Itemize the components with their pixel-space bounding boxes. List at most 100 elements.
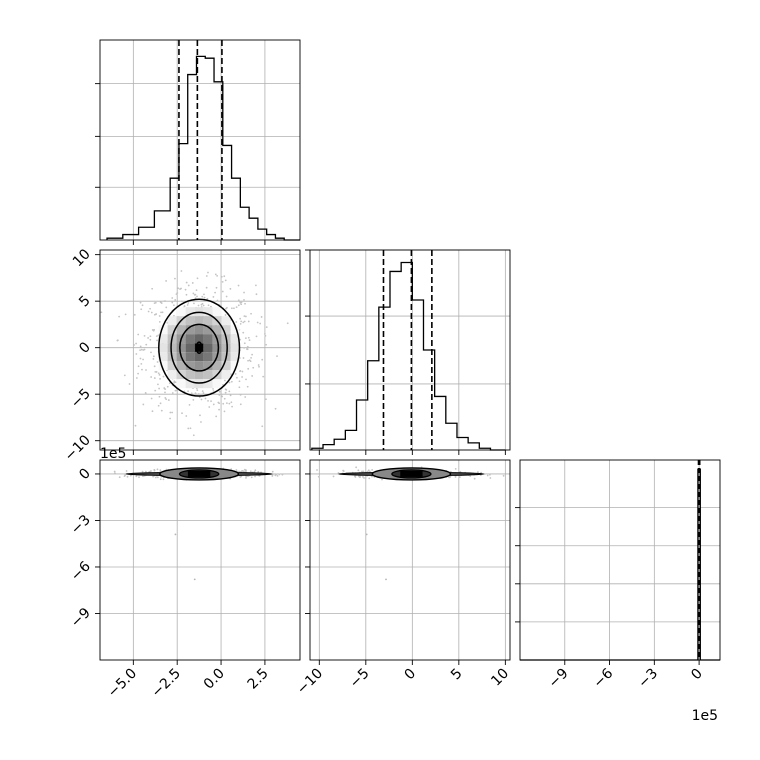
- scatter-point: [489, 477, 492, 479]
- scatter-point: [257, 364, 260, 366]
- scatter-point: [252, 366, 255, 369]
- scatter-point: [244, 396, 247, 398]
- scatter-point: [159, 478, 162, 481]
- scatter-point: [239, 322, 242, 325]
- scatter-point: [225, 307, 227, 310]
- scatter-point: [228, 390, 231, 393]
- density-cell: [212, 361, 222, 371]
- density-cell: [167, 325, 177, 335]
- density-cell: [158, 334, 168, 344]
- scatter-point: [367, 469, 370, 472]
- scatter-point: [202, 304, 205, 307]
- scatter-point: [250, 476, 253, 479]
- scatter-point: [274, 407, 277, 410]
- scatter-point: [145, 343, 148, 346]
- scatter-point: [147, 337, 150, 339]
- scatter-point: [150, 397, 153, 400]
- scatter-point: [265, 326, 268, 329]
- scatter-point: [261, 425, 264, 428]
- scatter-point: [207, 399, 209, 402]
- density-cell: [185, 334, 195, 344]
- scatter-point: [169, 417, 171, 420]
- scatter-point: [354, 476, 357, 478]
- scatter-point: [188, 403, 191, 406]
- scatter-point: [235, 306, 238, 308]
- scatter-point: [193, 578, 196, 581]
- scatter-point: [239, 403, 242, 406]
- scatter-point: [207, 271, 209, 274]
- scatter-point: [221, 281, 224, 283]
- scatter-point: [123, 374, 126, 377]
- scatter-point: [126, 475, 129, 478]
- scatter-point: [158, 320, 161, 323]
- scatter-point: [139, 301, 142, 304]
- scatter-point: [180, 270, 183, 272]
- scatter-point: [332, 475, 335, 478]
- density-cell: [221, 370, 231, 380]
- density-cell: [158, 325, 168, 335]
- scatter-point: [220, 393, 223, 396]
- scatter-point: [243, 315, 246, 317]
- scatter-point: [142, 358, 144, 361]
- scatter-point: [257, 471, 260, 473]
- scatter-point: [152, 475, 154, 478]
- scatter-point: [140, 362, 143, 365]
- scatter-point: [488, 473, 491, 476]
- density-cell: [203, 334, 213, 344]
- scatter-point: [239, 369, 242, 372]
- scatter-point: [454, 476, 457, 478]
- scatter-point: [167, 399, 170, 401]
- scatter-point: [216, 274, 219, 277]
- scatter-point: [135, 377, 138, 379]
- scatter-point: [240, 320, 243, 323]
- scatter-point: [160, 409, 163, 412]
- scatter-point: [486, 474, 489, 477]
- density-cell: [221, 343, 231, 353]
- density-cell: [158, 343, 168, 353]
- scatter-point: [153, 365, 156, 368]
- scatter-point: [286, 322, 289, 325]
- scatter-point: [172, 304, 175, 307]
- scatter-point: [212, 390, 215, 392]
- scatter-point: [187, 390, 190, 393]
- axes-frame: [309, 459, 511, 661]
- scatter-point: [359, 476, 361, 479]
- scatter-point: [244, 469, 247, 472]
- scatter-point: [191, 282, 194, 284]
- scatter-point: [369, 470, 371, 473]
- scatter-point: [233, 307, 235, 310]
- scatter-point: [240, 301, 243, 304]
- scatter-point: [139, 349, 142, 352]
- scatter-point: [150, 351, 152, 354]
- scatter-point: [250, 312, 252, 315]
- scatter-point: [183, 305, 186, 308]
- scatter-point: [187, 302, 190, 304]
- scatter-point: [218, 402, 221, 405]
- scatter-point: [244, 337, 247, 340]
- density-cell: [203, 361, 213, 371]
- scatter-point: [149, 335, 152, 338]
- scatter-point: [274, 474, 277, 477]
- scatter-point: [360, 470, 363, 473]
- scatter-point: [149, 307, 151, 310]
- scatter-point: [171, 301, 174, 304]
- axes-frame: [309, 249, 511, 451]
- scatter-point: [254, 469, 257, 472]
- scatter-point: [189, 427, 192, 430]
- scatter-point: [210, 400, 212, 403]
- density-cell: [212, 379, 222, 389]
- scatter-point: [224, 279, 227, 282]
- scatter-point: [235, 469, 238, 471]
- scatter-point: [263, 332, 266, 335]
- scatter-point: [193, 302, 195, 305]
- scatter-point: [228, 381, 231, 384]
- density-cell: [185, 325, 195, 335]
- scatter-point: [317, 475, 320, 478]
- scatter-point: [242, 331, 245, 334]
- scatter-point: [155, 313, 158, 315]
- scatter-point: [477, 471, 479, 473]
- scatter-point: [241, 370, 244, 373]
- scatter-point: [385, 578, 387, 581]
- scatter-point: [200, 421, 202, 423]
